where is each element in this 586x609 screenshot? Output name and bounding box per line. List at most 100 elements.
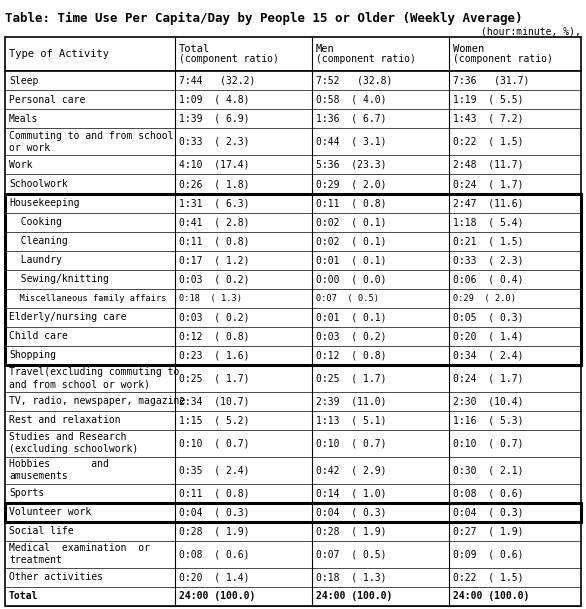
Text: Shopping: Shopping — [9, 350, 56, 361]
Text: 0:12  ( 0.8): 0:12 ( 0.8) — [179, 331, 250, 341]
Text: 0:22  ( 1.5): 0:22 ( 1.5) — [453, 137, 523, 147]
Text: 4:10  (17.4): 4:10 (17.4) — [179, 160, 250, 170]
Text: 0:03  ( 0.2): 0:03 ( 0.2) — [316, 331, 387, 341]
Text: Elderly/nursing care: Elderly/nursing care — [9, 312, 127, 322]
Text: 1:16  ( 5.3): 1:16 ( 5.3) — [453, 415, 523, 425]
Text: (excluding schoolwork): (excluding schoolwork) — [9, 445, 138, 454]
Text: 0:27  ( 1.9): 0:27 ( 1.9) — [453, 526, 523, 537]
Text: 0:33  ( 2.3): 0:33 ( 2.3) — [179, 137, 250, 147]
Text: 0:10  ( 0.7): 0:10 ( 0.7) — [316, 438, 387, 448]
Text: Meals: Meals — [9, 114, 38, 124]
Text: 0:42  ( 2.9): 0:42 ( 2.9) — [316, 465, 387, 476]
Text: 0:10  ( 0.7): 0:10 ( 0.7) — [179, 438, 250, 448]
Text: Commuting to and from school: Commuting to and from school — [9, 131, 173, 141]
Text: 0:05  ( 0.3): 0:05 ( 0.3) — [453, 312, 523, 322]
Text: 7:44   (32.2): 7:44 (32.2) — [179, 76, 255, 86]
Text: 0:30  ( 2.1): 0:30 ( 2.1) — [453, 465, 523, 476]
Text: 0:11  ( 0.8): 0:11 ( 0.8) — [179, 236, 250, 246]
Text: 0:04  ( 0.3): 0:04 ( 0.3) — [316, 507, 387, 518]
Text: (component ratio): (component ratio) — [316, 54, 416, 64]
Text: 0:18  ( 1.3): 0:18 ( 1.3) — [316, 572, 387, 582]
Text: Sports: Sports — [9, 488, 45, 498]
Text: 0:34  ( 2.4): 0:34 ( 2.4) — [453, 350, 523, 361]
Text: 0:22  ( 1.5): 0:22 ( 1.5) — [453, 572, 523, 582]
Text: Schoolwork: Schoolwork — [9, 179, 68, 189]
Text: 0:25  ( 1.7): 0:25 ( 1.7) — [179, 373, 250, 383]
Text: 2:48  (11.7): 2:48 (11.7) — [453, 160, 523, 170]
Text: 2:47  (11.6): 2:47 (11.6) — [453, 198, 523, 208]
Text: 0:09  ( 0.6): 0:09 ( 0.6) — [453, 549, 523, 560]
Text: Other activities: Other activities — [9, 572, 103, 582]
Text: 0:07  ( 0.5): 0:07 ( 0.5) — [316, 549, 387, 560]
Text: Total: Total — [9, 591, 38, 602]
Text: 1:19  ( 5.5): 1:19 ( 5.5) — [453, 95, 523, 105]
Text: 0:06  ( 0.4): 0:06 ( 0.4) — [453, 274, 523, 284]
Text: 1:13  ( 5.1): 1:13 ( 5.1) — [316, 415, 387, 425]
Text: 0:04  ( 0.3): 0:04 ( 0.3) — [179, 507, 250, 518]
Text: Housekeeping: Housekeeping — [9, 198, 80, 208]
Text: 24:00 (100.0): 24:00 (100.0) — [179, 591, 255, 602]
Text: 0:08  ( 0.6): 0:08 ( 0.6) — [453, 488, 523, 498]
Bar — [5, 503, 581, 522]
Text: 0:58  ( 4.0): 0:58 ( 4.0) — [316, 95, 387, 105]
Text: 1:43  ( 7.2): 1:43 ( 7.2) — [453, 114, 523, 124]
Text: 0:03  ( 0.2): 0:03 ( 0.2) — [179, 274, 250, 284]
Text: Medical  examination  or: Medical examination or — [9, 543, 150, 554]
Text: or work: or work — [9, 143, 50, 153]
Text: 1:36  ( 6.7): 1:36 ( 6.7) — [316, 114, 387, 124]
Text: Cooking: Cooking — [9, 217, 62, 227]
Text: 24:00 (100.0): 24:00 (100.0) — [316, 591, 393, 602]
Text: Volunteer work: Volunteer work — [9, 507, 91, 518]
Text: amusements: amusements — [9, 471, 68, 481]
Text: treatment: treatment — [9, 555, 62, 565]
Text: and from school or work): and from school or work) — [9, 379, 150, 389]
Text: Men: Men — [316, 44, 335, 54]
Text: TV, radio, newspaper, magazine: TV, radio, newspaper, magazine — [9, 396, 185, 406]
Text: 2:39  (11.0): 2:39 (11.0) — [316, 396, 387, 406]
Text: Travel(excluding commuting to: Travel(excluding commuting to — [9, 367, 179, 378]
Text: Sleep: Sleep — [9, 76, 38, 86]
Text: Sewing/knitting: Sewing/knitting — [9, 274, 109, 284]
Text: 0:24  ( 1.7): 0:24 ( 1.7) — [453, 373, 523, 383]
Text: 0:25  ( 1.7): 0:25 ( 1.7) — [316, 373, 387, 383]
Text: 2:30  (10.4): 2:30 (10.4) — [453, 396, 523, 406]
Text: 24:00 (100.0): 24:00 (100.0) — [453, 591, 529, 602]
Text: Child care: Child care — [9, 331, 68, 341]
Text: 0:29  ( 2.0): 0:29 ( 2.0) — [453, 294, 516, 303]
Text: 0:35  ( 2.4): 0:35 ( 2.4) — [179, 465, 250, 476]
Text: 0:29  ( 2.0): 0:29 ( 2.0) — [316, 179, 387, 189]
Text: (hour:minute, %),: (hour:minute, %), — [481, 27, 581, 37]
Text: Total: Total — [179, 44, 210, 54]
Text: 0:01  ( 0.1): 0:01 ( 0.1) — [316, 312, 387, 322]
Text: 7:52   (32.8): 7:52 (32.8) — [316, 76, 393, 86]
Text: 0:02  ( 0.1): 0:02 ( 0.1) — [316, 217, 387, 227]
Text: 0:01  ( 0.1): 0:01 ( 0.1) — [316, 255, 387, 265]
Text: 0:24  ( 1.7): 0:24 ( 1.7) — [453, 179, 523, 189]
Text: 0:02  ( 0.1): 0:02 ( 0.1) — [316, 236, 387, 246]
Text: 0:44  ( 3.1): 0:44 ( 3.1) — [316, 137, 387, 147]
Text: 1:39  ( 6.9): 1:39 ( 6.9) — [179, 114, 250, 124]
Text: Type of Activity: Type of Activity — [9, 49, 109, 59]
Text: 0:20  ( 1.4): 0:20 ( 1.4) — [453, 331, 523, 341]
Text: Cleaning: Cleaning — [9, 236, 68, 246]
Text: (component ratio): (component ratio) — [453, 54, 553, 64]
Text: 2:34  (10.7): 2:34 (10.7) — [179, 396, 250, 406]
Text: 1:18  ( 5.4): 1:18 ( 5.4) — [453, 217, 523, 227]
Text: Social life: Social life — [9, 526, 74, 537]
Text: Laundry: Laundry — [9, 255, 62, 265]
Text: 0:00  ( 0.0): 0:00 ( 0.0) — [316, 274, 387, 284]
Text: 0:10  ( 0.7): 0:10 ( 0.7) — [453, 438, 523, 448]
Text: Studies and Research: Studies and Research — [9, 432, 127, 442]
Text: 1:31  ( 6.3): 1:31 ( 6.3) — [179, 198, 250, 208]
Text: 0:04  ( 0.3): 0:04 ( 0.3) — [453, 507, 523, 518]
Text: 0:18  ( 1.3): 0:18 ( 1.3) — [179, 294, 242, 303]
Text: 0:08  ( 0.6): 0:08 ( 0.6) — [179, 549, 250, 560]
Text: 7:36   (31.7): 7:36 (31.7) — [453, 76, 529, 86]
Text: 0:17  ( 1.2): 0:17 ( 1.2) — [179, 255, 250, 265]
Text: 0:14  ( 1.0): 0:14 ( 1.0) — [316, 488, 387, 498]
Text: 0:03  ( 0.2): 0:03 ( 0.2) — [179, 312, 250, 322]
Text: Work: Work — [9, 160, 32, 170]
Text: 0:33  ( 2.3): 0:33 ( 2.3) — [453, 255, 523, 265]
Text: 0:20  ( 1.4): 0:20 ( 1.4) — [179, 572, 250, 582]
Text: 0:41  ( 2.8): 0:41 ( 2.8) — [179, 217, 250, 227]
